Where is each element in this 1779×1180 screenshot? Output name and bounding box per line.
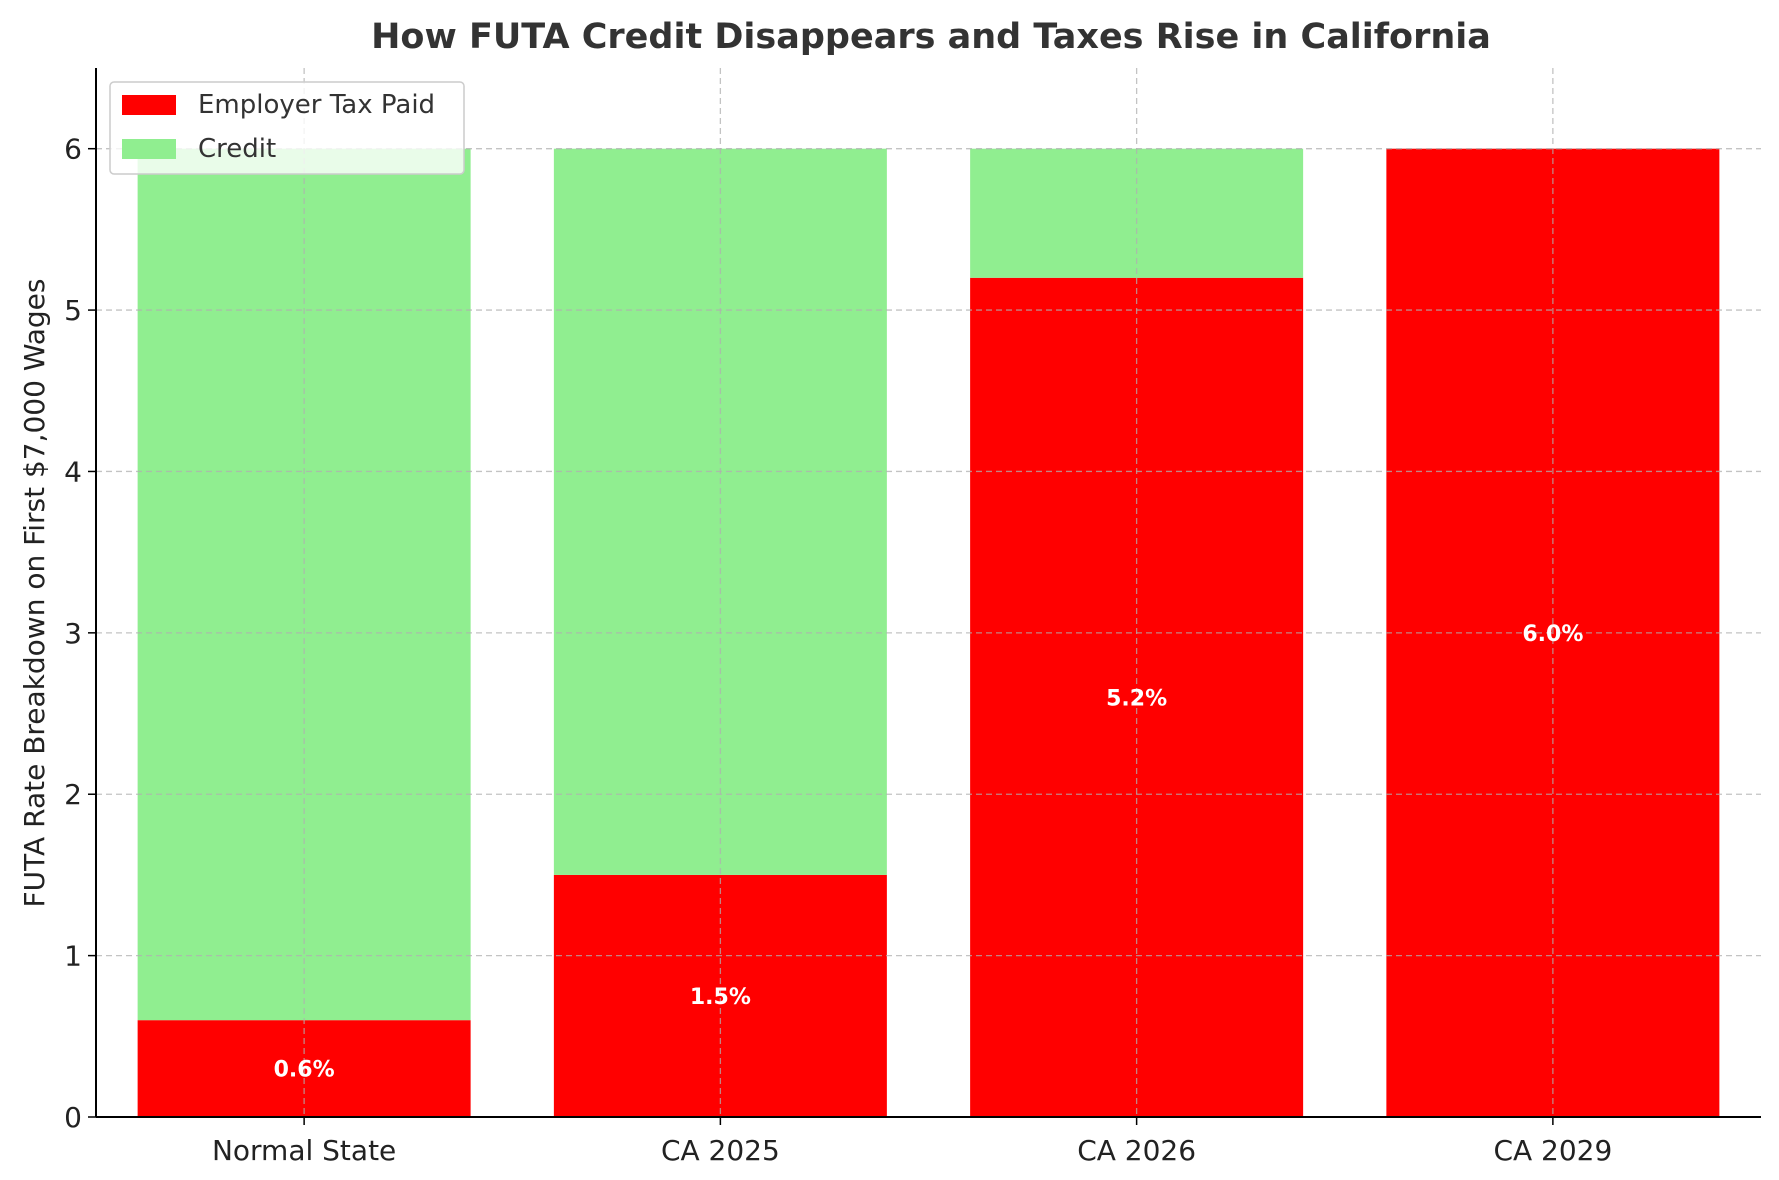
legend-label-1: Credit [198,134,276,164]
y-tick-label-0: 0 [64,1101,82,1134]
bar-tax-paid-2 [970,277,1304,1117]
y-tick-label-5: 5 [64,294,82,327]
x-tick-label-1: CA 2025 [661,1134,780,1167]
y-axis-title: FUTA Rate Breakdown on First $7,000 Wage… [18,279,51,908]
y-tick-label-1: 1 [64,940,82,973]
chart-title: How FUTA Credit Disappears and Taxes Ris… [371,17,1491,57]
x-tick-label-3: CA 2029 [1493,1134,1612,1167]
bar-value-label-3: 6.0% [1522,622,1583,647]
y-tick-label-4: 4 [64,455,82,488]
tick-labels: 0 1 2 3 4 5 6 Normal State CA 2025 CA 2026 CA 2029 [64,133,1612,1167]
legend: Employer Tax Paid Credit [109,81,465,175]
legend-swatch-0 [122,95,176,115]
bar-tax-paid-1 [553,874,887,1117]
legend-box [109,81,465,175]
y-tick-label-3: 3 [64,617,82,650]
bar-value-label-0: 0.6% [274,1058,335,1083]
legend-swatch-1 [122,139,176,159]
y-tick-label-6: 6 [64,133,82,166]
bar-value-labels: 0.6% 1.5% 5.2% 6.0% [274,622,1584,1083]
bar-value-label-1: 1.5% [690,985,751,1010]
axes [95,68,1761,1118]
bar-value-label-2: 5.2% [1106,686,1167,711]
x-tick-label-0: Normal State [212,1134,396,1167]
y-tick-label-2: 2 [64,778,82,811]
x-tick-label-2: CA 2026 [1077,1134,1196,1167]
legend-label-0: Employer Tax Paid [198,90,435,120]
